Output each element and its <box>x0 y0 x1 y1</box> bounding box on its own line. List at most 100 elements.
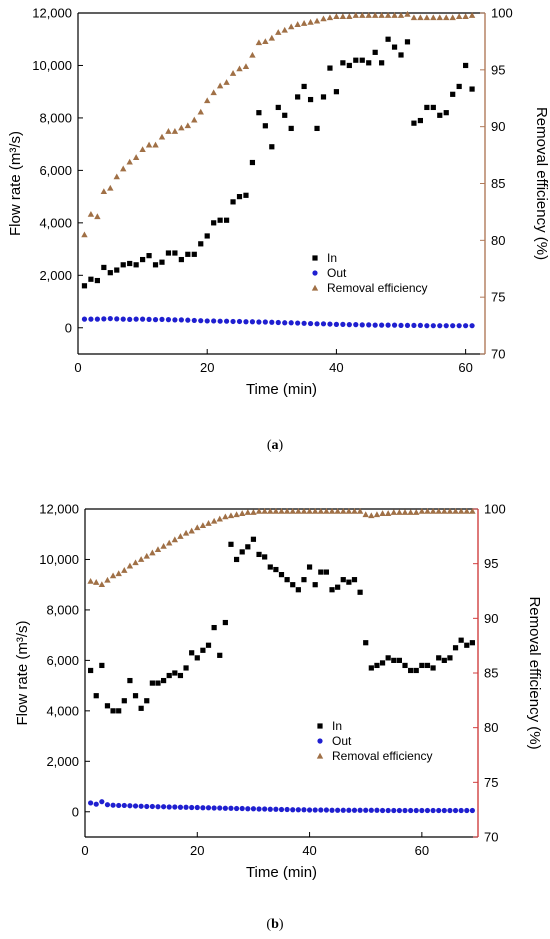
data-point <box>99 662 105 669</box>
data-point <box>469 807 475 814</box>
data-point <box>278 507 285 514</box>
data-point <box>149 803 155 810</box>
data-point <box>262 319 268 325</box>
data-point <box>443 323 449 329</box>
y2-tick-label: 80 <box>491 233 505 248</box>
data-point <box>172 804 178 810</box>
data-point <box>430 807 436 814</box>
data-point <box>101 316 107 322</box>
data-point <box>458 637 464 643</box>
data-point <box>191 251 197 257</box>
data-point <box>216 82 224 89</box>
data-point <box>356 507 364 514</box>
data-point <box>87 210 95 217</box>
data-point <box>357 589 363 595</box>
data-point <box>223 217 230 223</box>
data-point <box>177 804 184 810</box>
data-point <box>256 110 262 116</box>
y-tick-label: 0 <box>72 804 79 819</box>
data-point <box>353 57 359 63</box>
data-point <box>436 14 443 21</box>
data-point <box>204 318 210 324</box>
data-point <box>244 509 252 515</box>
data-point <box>178 317 184 323</box>
data-point <box>101 264 107 271</box>
data-point <box>372 322 378 328</box>
data-point <box>171 128 179 134</box>
data-point <box>144 698 150 704</box>
data-point <box>198 318 204 324</box>
data-point <box>457 507 465 514</box>
x-tick-label: 20 <box>190 843 204 858</box>
y2-tick-label: 95 <box>484 556 498 571</box>
data-point <box>158 133 166 140</box>
data-point <box>456 83 462 90</box>
data-point <box>188 527 195 534</box>
data-point <box>379 60 385 66</box>
legend-marker <box>317 723 323 729</box>
data-point <box>443 110 449 116</box>
data-point <box>211 805 217 811</box>
y2-tick-label: 100 <box>491 6 513 21</box>
data-point <box>93 801 99 807</box>
data-point <box>384 510 392 516</box>
data-point <box>396 509 403 515</box>
data-point <box>145 141 153 148</box>
y-tick-label: 8,000 <box>39 110 72 125</box>
data-point <box>88 667 94 674</box>
data-point <box>249 319 256 325</box>
y2-tick-label: 75 <box>484 775 498 790</box>
y-tick-label: 2,000 <box>39 268 72 283</box>
data-point <box>346 807 352 813</box>
data-point <box>396 807 402 814</box>
data-point <box>275 29 282 35</box>
data-point <box>138 803 144 809</box>
data-point <box>359 57 365 63</box>
data-point <box>222 805 228 811</box>
data-point <box>371 12 379 18</box>
data-point <box>88 316 94 322</box>
data-point <box>255 39 263 46</box>
data-point <box>456 323 462 329</box>
data-point <box>469 323 475 329</box>
data-point <box>199 522 207 528</box>
data-point <box>211 624 217 631</box>
series-removal-efficiency <box>87 507 476 588</box>
data-point <box>165 128 172 134</box>
data-point <box>184 122 192 129</box>
data-point <box>211 220 217 226</box>
data-point <box>268 34 276 41</box>
data-point <box>161 804 167 810</box>
data-point <box>262 554 268 560</box>
data-point <box>120 165 127 172</box>
data-point <box>443 14 450 21</box>
data-point <box>269 319 275 325</box>
data-point <box>261 507 268 514</box>
data-point <box>391 322 398 328</box>
data-point <box>139 146 146 152</box>
data-point <box>294 21 301 27</box>
data-point <box>250 509 257 515</box>
y2-tick-label: 90 <box>484 611 498 626</box>
data-point <box>385 322 391 328</box>
data-point <box>249 51 256 58</box>
caption-b: (b) <box>266 917 283 932</box>
data-point <box>229 70 237 76</box>
data-point <box>447 807 453 814</box>
data-point <box>239 805 245 812</box>
data-point <box>182 529 190 536</box>
data-point <box>396 657 402 663</box>
data-point <box>205 805 212 811</box>
y-axis-title: Flow rate (m³/s) <box>14 620 31 725</box>
data-point <box>223 318 230 324</box>
y2-tick-label: 70 <box>491 347 505 362</box>
data-point <box>463 507 470 514</box>
data-point <box>424 807 431 814</box>
data-point <box>464 807 470 814</box>
data-point <box>267 507 274 514</box>
data-point <box>306 564 313 570</box>
data-point <box>312 582 318 588</box>
data-point <box>217 805 223 811</box>
data-point <box>242 63 250 70</box>
data-point <box>256 319 262 325</box>
